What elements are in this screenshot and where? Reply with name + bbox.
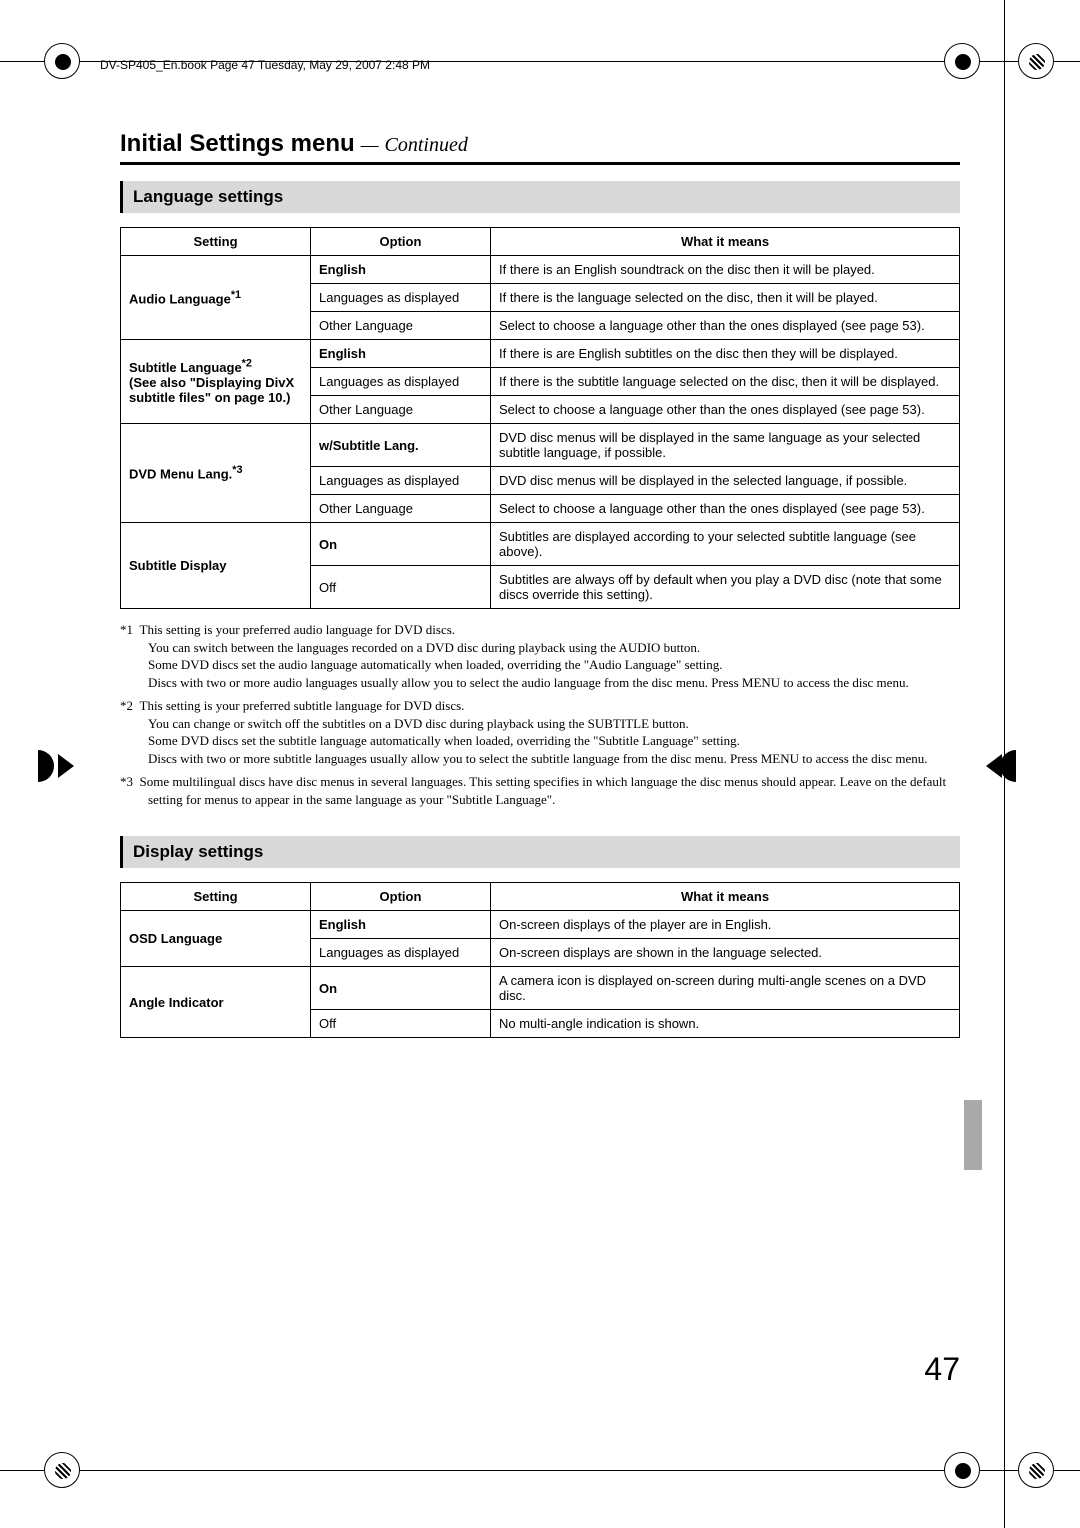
meaning-cell: Select to choose a language other than t… [491,396,960,424]
option-cell: English [311,256,491,284]
table-row: Subtitle Display On Subtitles are displa… [121,523,960,566]
col-option: Option [311,883,491,911]
footnotes: *1 This setting is your preferred audio … [120,621,960,808]
title-rule [120,162,960,165]
header-file-info: DV-SP405_En.book Page 47 Tuesday, May 29… [100,58,430,72]
option-cell: On [311,523,491,566]
option-cell: On [311,967,491,1010]
option-cell: Off [311,566,491,609]
setting-cell: Subtitle Language*2 (See also "Displayin… [121,340,311,424]
meaning-cell: Subtitles are displayed according to you… [491,523,960,566]
option-cell: Languages as displayed [311,284,491,312]
option-cell: Languages as displayed [311,939,491,967]
meaning-cell: Subtitles are always off by default when… [491,566,960,609]
option-cell: Other Language [311,312,491,340]
option-cell: English [311,340,491,368]
meaning-cell: If there is the language selected on the… [491,284,960,312]
table-row: Audio Language*1 English If there is an … [121,256,960,284]
meaning-cell: No multi-angle indication is shown. [491,1010,960,1038]
setting-cell: Subtitle Display [121,523,311,609]
setting-cell: Audio Language*1 [121,256,311,340]
setting-cell: DVD Menu Lang.*3 [121,424,311,523]
crop-arrow-icon [58,754,74,778]
col-option: Option [311,228,491,256]
title-separator: — [361,134,379,157]
meaning-cell: Select to choose a language other than t… [491,495,960,523]
option-cell: English [311,911,491,939]
table-row: OSD Language English On-screen displays … [121,911,960,939]
meaning-cell: On-screen displays are shown in the lang… [491,939,960,967]
meaning-cell: If there is an English soundtrack on the… [491,256,960,284]
col-meaning: What it means [491,228,960,256]
page-title: Initial Settings menu [120,130,355,158]
meaning-cell: A camera icon is displayed on-screen dur… [491,967,960,1010]
col-setting: Setting [121,883,311,911]
meaning-cell: If there is the subtitle language select… [491,368,960,396]
option-cell: w/Subtitle Lang. [311,424,491,467]
meaning-cell: On-screen displays of the player are in … [491,911,960,939]
table-row: Angle Indicator On A camera icon is disp… [121,967,960,1010]
title-continued: Continued [385,134,468,157]
col-setting: Setting [121,228,311,256]
meaning-cell: DVD disc menus will be displayed in the … [491,424,960,467]
section-heading-display: Display settings [120,836,960,868]
crop-arrow-icon [986,754,1002,778]
option-cell: Languages as displayed [311,368,491,396]
option-cell: Off [311,1010,491,1038]
page-tab [964,1100,982,1170]
language-settings-table: Setting Option What it means Audio Langu… [120,227,960,609]
setting-cell: Angle Indicator [121,967,311,1038]
meaning-cell: DVD disc menus will be displayed in the … [491,467,960,495]
table-row: DVD Menu Lang.*3 w/Subtitle Lang. DVD di… [121,424,960,467]
option-cell: Other Language [311,495,491,523]
option-cell: Other Language [311,396,491,424]
meaning-cell: If there is are English subtitles on the… [491,340,960,368]
page-number: 47 [924,1351,960,1388]
table-row: Subtitle Language*2 (See also "Displayin… [121,340,960,368]
col-meaning: What it means [491,883,960,911]
display-settings-table: Setting Option What it means OSD Languag… [120,882,960,1038]
section-heading-language: Language settings [120,181,960,213]
meaning-cell: Select to choose a language other than t… [491,312,960,340]
option-cell: Languages as displayed [311,467,491,495]
setting-cell: OSD Language [121,911,311,967]
